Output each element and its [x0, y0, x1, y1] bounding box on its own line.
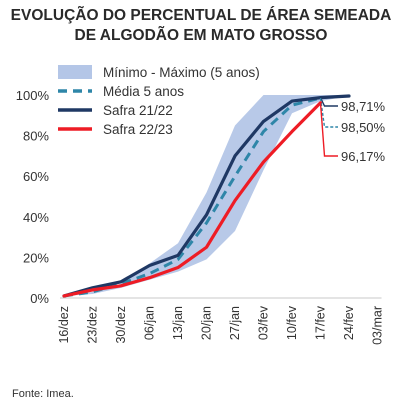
x-tick-label: 10/fev [285, 305, 299, 340]
source-note: Fonte: Imea. [12, 388, 74, 400]
x-axis: 16/dez 23/dez 30/dez 06/jan 13/jan 20/jan 27/j… [57, 297, 385, 345]
x-tick-label: 24/fev [342, 305, 356, 340]
y-tick-label: 100% [16, 88, 50, 103]
end-label-2: 96,17% [341, 149, 386, 164]
x-tick-label: 13/jan [171, 306, 185, 340]
end-label-0: 98,50% [341, 120, 386, 135]
y-tick-label: 60% [23, 169, 49, 184]
y-tick-label: 40% [23, 210, 49, 225]
x-tick-label: 27/jan [228, 306, 242, 340]
y-tick-label: 20% [23, 250, 49, 265]
y-axis: 0% 20% 40% 60% 80% 100% [16, 88, 50, 306]
end-label-leader-1 [319, 97, 338, 107]
end-labels: 98,71% 98,50% 96,17% [319, 97, 386, 164]
chart-title-line-1: EVOLUÇÃO DO PERCENTUAL DE ÁREA SEMEADA [10, 7, 392, 24]
x-tick-label: 23/dez [86, 306, 100, 344]
legend-label-1: Média 5 anos [103, 84, 184, 99]
min-max-band [64, 95, 349, 296]
x-tick-label: 30/dez [114, 306, 128, 344]
series-line-2 [62, 101, 323, 298]
x-tick-label: 06/jan [143, 306, 157, 340]
x-tick-label: 03/mar [371, 306, 385, 345]
series-lines [62, 94, 351, 298]
series-line-1 [62, 94, 351, 298]
legend-swatch-band [58, 65, 92, 79]
legend-label-3: Safra 22/23 [103, 122, 173, 137]
end-label-leader-2 [319, 102, 338, 157]
series-line-0 [63, 96, 321, 298]
x-tick-label: 20/jan [200, 306, 214, 340]
x-tick-label: 17/fev [314, 305, 328, 340]
legend-label-0: Mínimo - Máximo (5 anos) [103, 65, 260, 80]
x-tick-label: 16/dez [57, 306, 71, 344]
chart-title-line-2: DE ALGODÃO EM MATO GROSSO [74, 27, 328, 44]
min-max-band-area [64, 95, 349, 296]
x-tick-label: 03/fev [257, 305, 271, 340]
y-tick-label: 0% [30, 291, 49, 306]
y-tick-label: 80% [23, 129, 49, 144]
chart-title: EVOLUÇÃO DO PERCENTUAL DE ÁREA SEMEADA D… [0, 6, 402, 46]
legend: Mínimo - Máximo (5 anos) Média 5 anos Safr… [58, 65, 260, 137]
end-label-1: 98,71% [341, 99, 386, 114]
legend-label-2: Safra 21/22 [103, 103, 173, 118]
